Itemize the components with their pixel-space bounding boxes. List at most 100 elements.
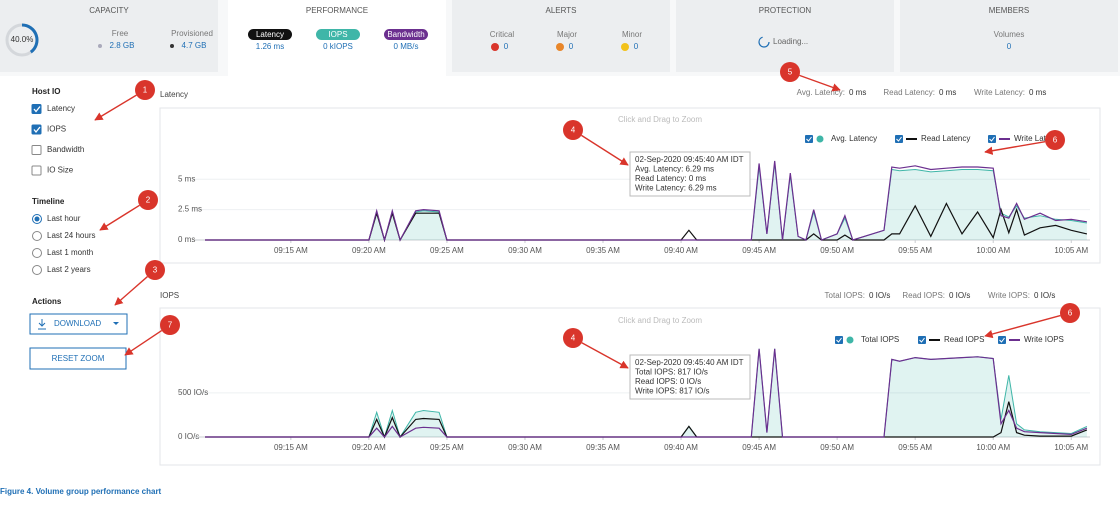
- chart-title: IOPS: [160, 291, 179, 300]
- callout-badge: [135, 80, 155, 100]
- checkmark: [33, 106, 41, 113]
- x-tick-label: 09:20 AM: [352, 246, 386, 255]
- tab[interactable]: [900, 0, 1118, 72]
- checkmark: [33, 126, 41, 134]
- callout-arrow: [984, 140, 1046, 155]
- legend-checkbox[interactable]: [918, 336, 926, 344]
- spinner: [758, 36, 770, 48]
- x-tick-label: 09:15 AM: [274, 443, 308, 452]
- x-tick-label: 09:30 AM: [508, 443, 542, 452]
- radio-label: Last 24 hours: [47, 231, 95, 240]
- stat-label: Write IOPS:: [988, 291, 1030, 300]
- stat-label: Write Latency:: [974, 88, 1025, 97]
- tab-title: MEMBERS: [989, 6, 1029, 15]
- figure-caption: Figure 4. Volume group performance chart: [0, 487, 162, 496]
- x-tick-label: 09:40 AM: [664, 443, 698, 452]
- x-tick-label: 09:25 AM: [430, 246, 464, 255]
- badge-label: IOPS: [328, 30, 347, 39]
- x-tick-label: 09:35 AM: [586, 246, 620, 255]
- stat-value: 0 ms: [849, 88, 866, 97]
- alert-label: Critical: [490, 30, 515, 39]
- legend-checkbox[interactable]: [835, 336, 843, 344]
- performance-value: 1.26 ms: [256, 42, 284, 51]
- checkbox[interactable]: [31, 104, 42, 114]
- tooltip: [629, 151, 751, 197]
- radio[interactable]: [32, 248, 42, 258]
- checkbox-label: Latency: [47, 104, 75, 113]
- stat-value: 0 IO/s: [869, 291, 890, 300]
- legend-label: Write Latency: [1014, 134, 1063, 143]
- tooltip-line: Write IOPS: 817 IO/s: [635, 387, 710, 396]
- legend-swatch: [816, 135, 824, 143]
- x-tick-label: 09:55 AM: [898, 443, 932, 452]
- callout-arrow: [94, 94, 137, 121]
- checkbox-label: IO Size: [47, 166, 74, 175]
- members-label: Volumes: [994, 30, 1025, 39]
- callout-arrow: [984, 314, 1061, 339]
- zoom-hint: Click and Drag to Zoom: [618, 316, 702, 325]
- x-tick-label: 09:30 AM: [508, 246, 542, 255]
- stat-label: Avg. Latency:: [797, 88, 845, 97]
- stat-label: Read IOPS:: [902, 291, 945, 300]
- capacity-dot: [170, 44, 174, 48]
- alert-value: 0: [634, 42, 639, 51]
- x-tick-label: 09:50 AM: [820, 443, 854, 452]
- performance-value: 0 kIOPS: [323, 42, 353, 51]
- callout-badge: [780, 62, 800, 82]
- stat-label: Total IOPS:: [825, 291, 865, 300]
- legend-label: Avg. Latency: [831, 134, 877, 143]
- x-tick-label: 09:50 AM: [820, 246, 854, 255]
- checkbox-label: Bandwidth: [47, 145, 84, 154]
- x-tick-label: 09:45 AM: [742, 443, 776, 452]
- radio[interactable]: [32, 231, 42, 241]
- callout-number: 3: [153, 266, 158, 275]
- checkbox[interactable]: [31, 165, 42, 176]
- callout-arrow: [124, 329, 163, 356]
- legend-label: Read IOPS: [944, 335, 984, 344]
- reset-zoom-button[interactable]: [29, 347, 127, 370]
- callout-badge: [160, 315, 180, 335]
- legend-check: [896, 136, 902, 142]
- radio-label: Last 1 month: [47, 248, 93, 257]
- tooltip-line: Read Latency: 0 ms: [635, 174, 706, 183]
- radio[interactable]: [32, 265, 42, 275]
- legend-checkbox[interactable]: [998, 336, 1006, 344]
- tab[interactable]: [676, 0, 894, 72]
- callout-number: 1: [143, 86, 148, 95]
- members-value: 0: [1007, 42, 1012, 51]
- legend-checkbox[interactable]: [895, 135, 903, 143]
- alert-value: 0: [504, 42, 509, 51]
- badge: [248, 29, 292, 40]
- x-tick-label: 10:00 AM: [976, 246, 1010, 255]
- callout-number: 6: [1053, 136, 1058, 145]
- checkbox[interactable]: [31, 124, 42, 135]
- performance-value: 0 MB/s: [394, 42, 419, 51]
- checkbox[interactable]: [31, 145, 42, 155]
- tab[interactable]: [452, 0, 670, 72]
- callout-number: 7: [168, 321, 173, 330]
- alert-icon: [556, 43, 564, 51]
- tab-title: PROTECTION: [759, 6, 812, 15]
- download-icon: [38, 319, 46, 330]
- callout-badge: [1045, 130, 1065, 150]
- y-tick-label: 5 ms: [178, 174, 195, 183]
- tooltip-line: 02-Sep-2020 09:45:40 AM IDT: [635, 155, 744, 164]
- legend-checkbox[interactable]: [988, 135, 996, 143]
- callout-badge: [138, 190, 158, 210]
- callout-arrow: [799, 74, 841, 92]
- legend-checkbox[interactable]: [805, 135, 813, 143]
- callout-number: 2: [146, 196, 151, 205]
- tooltip: [629, 354, 751, 400]
- download-button[interactable]: [29, 313, 128, 335]
- legend-check: [919, 337, 925, 343]
- download-label: DOWNLOAD: [54, 319, 101, 328]
- chart-title: Latency: [160, 90, 188, 99]
- alert-icon: [491, 43, 499, 51]
- series-area: [205, 348, 1087, 437]
- legend-label: Read Latency: [921, 134, 970, 143]
- legend-check: [999, 337, 1005, 343]
- legend-check: [836, 337, 842, 343]
- series-area: [205, 163, 1087, 240]
